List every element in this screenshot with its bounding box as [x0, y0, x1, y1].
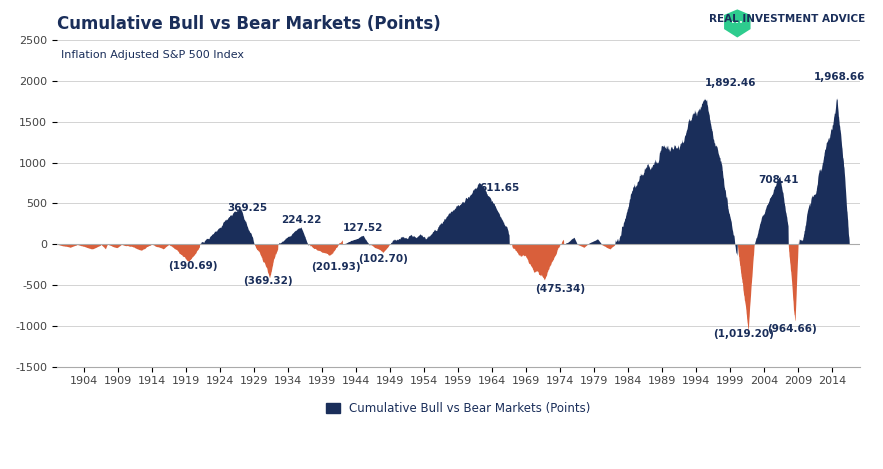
Text: 611.65: 611.65	[479, 183, 519, 193]
Text: (964.66): (964.66)	[766, 324, 817, 334]
Text: Inflation Adjusted S&P 500 Index: Inflation Adjusted S&P 500 Index	[61, 50, 244, 60]
Legend: Cumulative Bull vs Bear Markets (Points): Cumulative Bull vs Bear Markets (Points)	[321, 397, 595, 420]
Text: 708.41: 708.41	[758, 175, 798, 185]
Text: REAL INVESTMENT ADVICE: REAL INVESTMENT ADVICE	[709, 14, 865, 24]
Text: (369.32): (369.32)	[243, 276, 292, 286]
Text: 127.52: 127.52	[343, 223, 383, 233]
Text: (201.93): (201.93)	[311, 262, 360, 272]
Text: 369.25: 369.25	[227, 203, 268, 213]
Text: 1,968.66: 1,968.66	[813, 72, 865, 82]
Text: •••: •••	[731, 21, 743, 26]
Text: (475.34): (475.34)	[535, 284, 585, 295]
Text: 1,892.46: 1,892.46	[705, 78, 756, 89]
Text: 224.22: 224.22	[282, 215, 322, 225]
Polygon shape	[724, 9, 751, 38]
Text: (1,019.20): (1,019.20)	[713, 329, 774, 339]
Text: Cumulative Bull vs Bear Markets (Points): Cumulative Bull vs Bear Markets (Points)	[57, 15, 441, 33]
Text: (190.69): (190.69)	[168, 261, 217, 271]
Text: (102.70): (102.70)	[358, 254, 408, 264]
